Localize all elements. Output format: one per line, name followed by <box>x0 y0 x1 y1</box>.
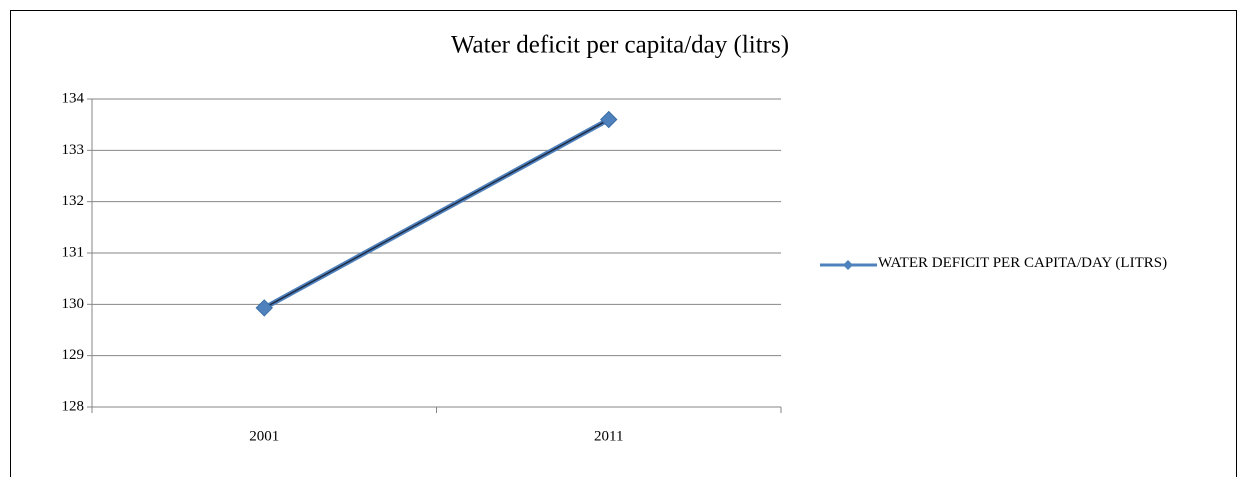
point <box>600 110 618 129</box>
point <box>255 299 273 317</box>
y-tick-label: 131 <box>62 244 85 260</box>
y-tick-label: 133 <box>62 142 85 158</box>
y-tick-label: 129 <box>62 347 85 363</box>
legend-label: WATER DEFICIT PER CAPITA/DAY (LITRS) <box>878 255 1168 271</box>
y-tick-label: 128 <box>62 398 85 414</box>
x-tick-label: 2011 <box>594 428 623 444</box>
y-tick-label: 132 <box>62 193 85 209</box>
legend-marker <box>843 260 853 270</box>
x-tick-label: 2001 <box>249 428 279 444</box>
y-tick-label: 130 <box>62 296 85 312</box>
chart-border <box>10 10 1237 477</box>
legend-label-box: WATER DEFICIT PER CAPITA/DAY (LITRS) <box>878 255 1168 271</box>
y-tick-label: 134 <box>62 90 85 106</box>
chart-title: Water deficit per capita/day (litrs) <box>451 32 789 59</box>
series-line-core <box>263 118 610 309</box>
